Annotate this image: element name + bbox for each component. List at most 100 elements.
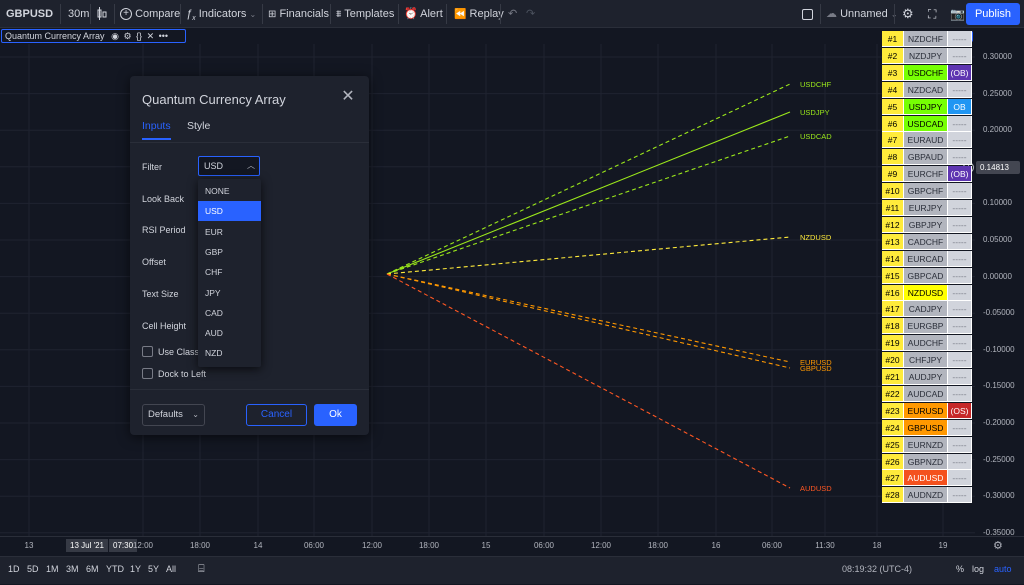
cloud-icon: ☁ (826, 8, 837, 20)
log-toggle[interactable]: log (972, 564, 985, 574)
percent-toggle[interactable]: % (956, 564, 965, 574)
dropdown-option-none[interactable]: NONE (205, 186, 230, 196)
time-tick-label: 13 (24, 541, 34, 550)
price-tick-label: -0.20000 (983, 418, 1015, 427)
defaults-button[interactable]: Defaults ⌄ (142, 404, 205, 426)
dropdown-option-cad[interactable]: CAD (205, 307, 223, 318)
close-icon[interactable]: ✕ (146, 31, 155, 41)
series-line[interactable] (386, 236, 791, 275)
templates-button[interactable]: ⩩ Templates (336, 0, 394, 28)
expand-icon[interactable]: ⛶ (928, 7, 937, 21)
series-line[interactable] (386, 273, 791, 363)
financials-button[interactable]: ⊞ Financials (268, 0, 329, 28)
table-row: #9 EURCHF (OB) (882, 166, 972, 183)
dropdown-option-nzd[interactable]: NZD (205, 348, 223, 359)
dropdown-option-jpy[interactable]: JPY (205, 287, 221, 298)
range-button-1y[interactable]: 1Y (130, 564, 142, 574)
range-button-6m[interactable]: 6M (86, 564, 99, 574)
time-axis[interactable]: 13 Jul '21 07:30 ⚙ 13 12:00 18:00 14 06:00 12… (0, 536, 1024, 554)
candle-style-icon[interactable] (96, 0, 108, 28)
symbol-button[interactable]: GBPUSD (6, 8, 54, 20)
range-button-5y[interactable]: 5Y (148, 564, 160, 574)
range-button-ytd[interactable]: YTD (106, 564, 124, 574)
filter-select[interactable]: USD ︿ (198, 156, 260, 176)
status-cell: (OB) (948, 64, 972, 81)
time-tick-label: 06:00 (761, 541, 783, 550)
alarm-clock-icon: ⏰ (404, 8, 418, 20)
chart-canvas[interactable]: USDCHFUSDJPYUSDCADNZDUSDEURUSDGBPUSDAUDU… (0, 44, 1024, 536)
rank-cell: #4 (882, 81, 904, 98)
rsi-period-label: RSI Period (142, 225, 186, 235)
range-button-5d[interactable]: 5D (27, 564, 39, 574)
rank-cell: #17 (882, 301, 904, 318)
time-tick-label: 12:00 (132, 541, 154, 550)
camera-icon[interactable]: 📷 (950, 7, 965, 21)
compare-button[interactable]: + Compare (120, 0, 180, 28)
axis-settings-gear-icon[interactable]: ⚙ (993, 540, 1003, 552)
interval-button[interactable]: 30m (68, 8, 90, 20)
dropdown-option-gbp[interactable]: GBP (205, 246, 223, 257)
source-code-icon[interactable]: {} (136, 31, 143, 41)
divider (114, 4, 115, 24)
layout-menu-button[interactable]: ☁ Unnamed ⌄ (826, 0, 898, 28)
status-cell: ----- (948, 487, 972, 504)
pair-cell: NZDCAD (904, 81, 948, 98)
more-icon[interactable]: ••• (158, 31, 169, 41)
indicators-button[interactable]: ƒx Indicators ⌄ (186, 0, 256, 28)
pair-cell: AUDUSD (904, 470, 948, 487)
tab-style[interactable]: Style (187, 120, 211, 132)
ok-button[interactable]: Ok (314, 404, 357, 426)
rank-cell: #19 (882, 335, 904, 352)
dropdown-option-chf[interactable]: CHF (205, 267, 223, 278)
filter-label: Filter (142, 162, 162, 172)
status-cell: ----- (948, 31, 972, 47)
series-line[interactable] (386, 83, 791, 275)
range-button-all[interactable]: All (166, 564, 177, 574)
range-button-1m[interactable]: 1M (46, 564, 59, 574)
status-cell: ----- (948, 470, 972, 487)
publish-button[interactable]: Publish (966, 3, 1020, 25)
rank-cell: #18 (882, 318, 904, 335)
eye-icon[interactable]: ◉ (111, 31, 119, 41)
clock-time[interactable]: 08:19:32 (UTC-4) (842, 564, 913, 574)
rank-cell: #27 (882, 470, 904, 487)
series-line[interactable] (386, 273, 791, 489)
pair-cell: EURUSD (904, 402, 948, 419)
replay-label: Replay (469, 8, 504, 20)
series-line[interactable] (386, 273, 791, 369)
series-line[interactable] (386, 135, 791, 275)
cancel-button[interactable]: Cancel (246, 404, 307, 426)
use-classic-checkbox[interactable] (142, 346, 153, 357)
close-icon[interactable]: ✕ (341, 88, 355, 105)
date-range-calendar-icon[interactable]: ⌸ (198, 563, 205, 575)
series-line[interactable] (386, 111, 791, 275)
table-row: #28 AUDNZD ----- (882, 487, 972, 504)
status-cell: ----- (948, 200, 972, 216)
price-tick-label: -0.15000 (983, 381, 1015, 391)
rank-cell: #11 (882, 200, 904, 216)
range-button-1d[interactable]: 1D (8, 564, 20, 574)
status-cell: ----- (948, 81, 972, 98)
dropdown-option-usd[interactable]: USD (198, 201, 261, 222)
divider (330, 4, 331, 24)
gear-icon[interactable]: ⚙ (123, 31, 132, 41)
tab-inputs[interactable]: Inputs (142, 120, 171, 140)
fullscreen-toggle-icon[interactable] (802, 0, 813, 28)
auto-toggle[interactable]: auto (994, 564, 1012, 574)
table-row: #4 NZDCAD ----- (882, 81, 972, 99)
alert-button[interactable]: ⏰ Alert (404, 0, 443, 28)
replay-button[interactable]: ⏪ Replay (454, 0, 504, 28)
divider (820, 4, 821, 24)
alert-label: Alert (420, 8, 443, 20)
dock-to-left-checkbox[interactable] (142, 368, 153, 379)
range-button-3m[interactable]: 3M (66, 564, 79, 574)
dropdown-option-aud[interactable]: AUD (205, 328, 223, 339)
templates-label: Templates (344, 8, 395, 20)
undo-icon[interactable]: ↶ (508, 8, 518, 20)
indicator-legend[interactable]: Quantum Currency Array ◉ ⚙ {} ✕ ••• (1, 29, 186, 43)
dropdown-option-eur[interactable]: EUR (205, 226, 223, 237)
gear-icon[interactable]: ⚙ (902, 6, 914, 21)
price-axis[interactable]: 0.300000.250000.200000.150000.100000.050… (975, 44, 1024, 537)
rank-cell: #10 (882, 183, 904, 200)
redo-icon[interactable]: ↷ (526, 8, 536, 20)
